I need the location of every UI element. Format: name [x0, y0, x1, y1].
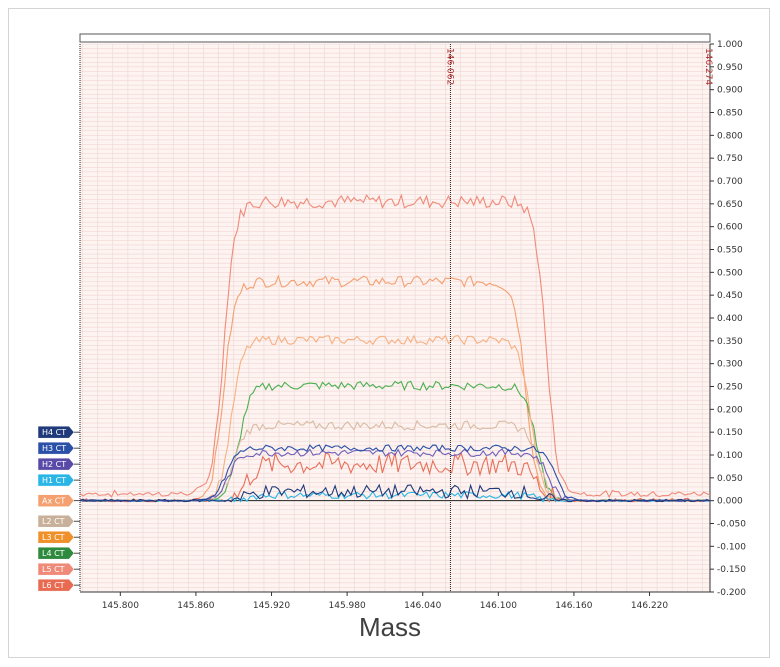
- x-tick-label: 146.100: [480, 601, 517, 611]
- range-end-label: 146.274: [703, 48, 713, 85]
- series-badge-label: L2 CT: [42, 517, 65, 526]
- x-tick-label: 146.160: [555, 601, 592, 611]
- series-badge: [37, 562, 75, 576]
- x-axis-label: Mass: [358, 612, 422, 642]
- series-badge: [37, 494, 75, 507]
- series-badge-label: Ax CT: [42, 497, 65, 506]
- x-tick-label: 145.920: [253, 601, 290, 611]
- y-tick-label: 0.550: [717, 246, 743, 256]
- y-tick-label: 0.150: [717, 428, 743, 438]
- series-badge-label: L4 CT: [42, 549, 65, 558]
- y-tick-label: 0.600: [717, 223, 743, 233]
- y-tick-label: -0.200: [717, 588, 746, 598]
- y-tick-label: 0.450: [717, 291, 743, 301]
- series-badge: [37, 457, 75, 471]
- x-tick-label: 145.800: [102, 601, 139, 611]
- y-tick-label: -0.100: [717, 542, 746, 552]
- series-badge-label: H1 CT: [42, 476, 66, 485]
- series-line: [79, 193, 711, 499]
- y-tick-label: -0.050: [717, 520, 746, 530]
- x-tick-label: 145.860: [177, 601, 214, 611]
- y-tick-label: 0.750: [717, 154, 743, 164]
- y-tick-label: 0.900: [717, 86, 743, 96]
- y-tick-label: 0.200: [717, 405, 743, 415]
- y-tick-label: 0.100: [717, 451, 743, 461]
- series-badge: [37, 441, 75, 455]
- range-strip: [79, 33, 711, 43]
- series-badge: [37, 530, 75, 544]
- y-tick-label: 0.850: [717, 109, 743, 119]
- x-tick-label: 146.040: [404, 601, 441, 611]
- y-tick-label: 1.000: [717, 40, 743, 50]
- series-badge: [37, 473, 75, 487]
- y-tick-label: 0.000: [717, 497, 743, 507]
- series-badge: [37, 514, 75, 528]
- y-tick-label: 0.800: [717, 131, 743, 141]
- y-tick-label: 0.700: [717, 177, 743, 187]
- series-badge-label: H4 CT: [42, 428, 66, 437]
- x-tick-label: 146.220: [631, 601, 668, 611]
- series-badge-label: L3 CT: [42, 533, 65, 542]
- series-line: [79, 483, 711, 503]
- y-tick-label: -0.150: [717, 565, 746, 575]
- series-badge: [37, 425, 75, 439]
- cursor-label: 146.062: [444, 48, 454, 85]
- series-badge-label: H3 CT: [42, 444, 66, 453]
- y-tick-label: 0.250: [717, 383, 743, 393]
- y-tick-label: 0.650: [717, 200, 743, 210]
- series-badge-label: L6 CT: [42, 581, 65, 590]
- series-badge: [37, 578, 75, 592]
- y-tick-label: 0.400: [717, 314, 743, 324]
- series-badge-label: L5 CT: [42, 565, 65, 574]
- x-tick-label: 145.980: [329, 601, 366, 611]
- y-tick-label: 0.950: [717, 63, 743, 73]
- series-badge: [37, 546, 75, 560]
- y-tick-label: 0.500: [717, 268, 743, 278]
- y-tick-label: 0.050: [717, 474, 743, 484]
- y-tick-label: 0.300: [717, 360, 743, 370]
- series-badge-label: H2 CT: [42, 460, 66, 469]
- y-tick-label: 0.350: [717, 337, 743, 347]
